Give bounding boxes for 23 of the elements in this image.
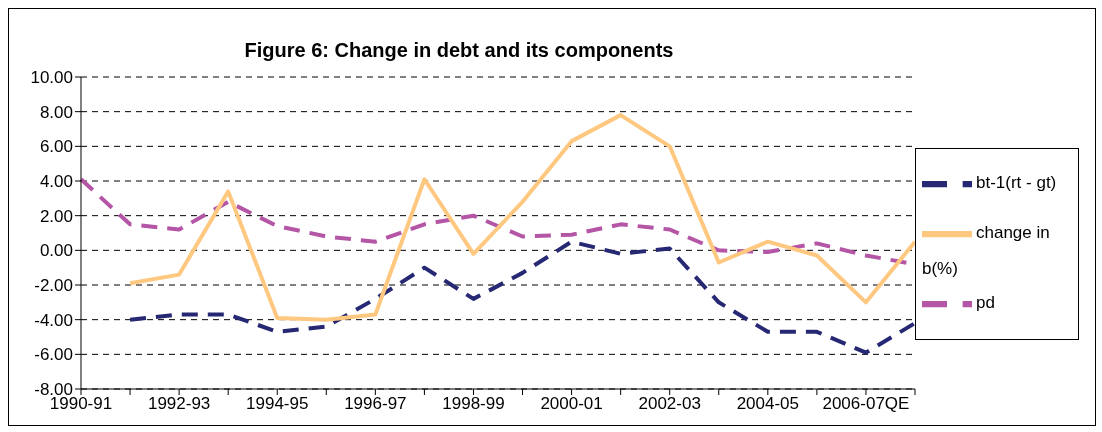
line-series <box>128 239 917 355</box>
x-tick-label: 1994-95 <box>246 394 309 414</box>
y-tick-label: 4.00 <box>39 172 73 192</box>
y-tick-label: 2.00 <box>39 206 73 226</box>
x-tick-label: 2002-03 <box>638 394 701 414</box>
x-tick-label: 2004-05 <box>736 394 800 414</box>
y-tick-label: 0.00 <box>39 241 73 261</box>
x-tick-label: 2006-07QE <box>822 394 910 414</box>
x-tick-label: 1998-99 <box>442 394 505 414</box>
text: change in b(%) <box>922 223 1050 278</box>
x-tick-label: 2000-01 <box>540 394 603 414</box>
y-tick-label: 10.00 <box>30 68 73 88</box>
y-tick-label: -4.00 <box>34 310 73 330</box>
y-tick-label: 6.00 <box>39 137 73 157</box>
legend-label: bt-1(rt - gt) <box>976 173 1057 193</box>
x-tick-label: 1992-93 <box>147 394 211 414</box>
legend-label: pd <box>976 293 995 313</box>
x-tick-label: 1996-97 <box>344 394 407 414</box>
y-tick-label: -6.00 <box>34 345 73 365</box>
y-tick-label: 8.00 <box>39 102 73 122</box>
y-tick-label: -2.00 <box>34 276 73 296</box>
chart-title: Figure 6: Change in debt and its components <box>243 38 675 63</box>
line-series <box>128 113 917 322</box>
